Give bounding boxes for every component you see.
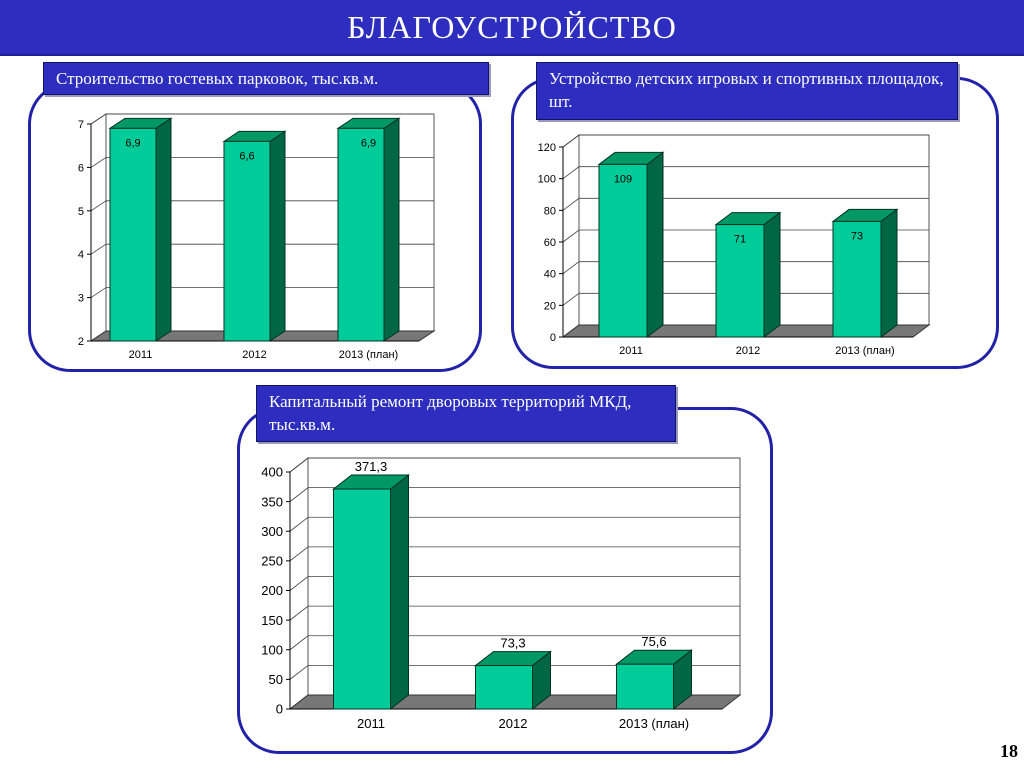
gridline bbox=[289, 664, 740, 680]
x-tick-label: 2011 bbox=[129, 349, 153, 361]
gridline bbox=[289, 605, 740, 621]
y-tick-label: 40 bbox=[544, 269, 556, 281]
chart-title-parking: Строительство гостевых парковок, тыс.кв.… bbox=[43, 62, 489, 95]
gridline bbox=[289, 576, 740, 591]
chart-yards: 0 50 100 150 200 250 300 350 400 371,3 2011 73,3 201… bbox=[261, 456, 742, 731]
bar-2011: 371,3 bbox=[332, 459, 410, 711]
bar-side bbox=[646, 151, 664, 338]
data-label: 73 bbox=[851, 230, 863, 242]
bar-side bbox=[155, 117, 172, 342]
y-tick-label: 150 bbox=[261, 613, 283, 628]
y-tick-label: 100 bbox=[261, 642, 283, 657]
data-label: 73,3 bbox=[500, 636, 525, 651]
plot-side-wall bbox=[90, 113, 107, 342]
data-label: 6,9 bbox=[361, 137, 376, 149]
y-tick-label: 5 bbox=[78, 206, 84, 218]
gridline bbox=[90, 156, 434, 168]
bar-front bbox=[223, 140, 271, 342]
chart-parking: 2 3 4 5 6 7 6,9 2011 6,6 2012 6,9 2013 (план) bbox=[78, 113, 436, 361]
bar-2012: 73,3 bbox=[474, 636, 552, 711]
title-bar: БЛАГОУСТРОЙСТВО bbox=[0, 0, 1024, 56]
bar-front bbox=[715, 224, 765, 338]
y-tick-label: 400 bbox=[261, 465, 283, 480]
bar-2012: 6,6 bbox=[222, 130, 287, 342]
gridline bbox=[289, 546, 740, 562]
y-tick-label: 4 bbox=[78, 249, 84, 261]
bar-front bbox=[333, 488, 391, 710]
data-label: 75,6 bbox=[641, 634, 666, 649]
y-tick-label: 250 bbox=[261, 554, 283, 569]
y-tick-label: 0 bbox=[550, 332, 556, 344]
x-tick-label: 2011 bbox=[357, 716, 385, 731]
x-tick-label: 2013 (план) bbox=[339, 349, 398, 361]
x-tick-label: 2012 bbox=[242, 349, 266, 361]
y-tick-label: 0 bbox=[276, 702, 283, 717]
gridline bbox=[562, 197, 929, 211]
bar-side bbox=[390, 473, 409, 711]
gridline bbox=[289, 457, 740, 473]
x-tick-label: 2011 bbox=[619, 345, 643, 357]
y-tick-label: 80 bbox=[544, 205, 556, 217]
gridline bbox=[562, 134, 929, 148]
bar-front bbox=[475, 665, 533, 710]
gridline bbox=[562, 292, 929, 306]
gridline bbox=[289, 516, 740, 532]
gridline bbox=[90, 113, 434, 125]
bar-front bbox=[109, 127, 157, 342]
x-tick-label: 2012 bbox=[499, 716, 528, 731]
y-tick-label: 60 bbox=[544, 237, 556, 249]
y-tick-label: 20 bbox=[544, 300, 556, 312]
x-tick-label: 2012 bbox=[736, 345, 760, 357]
data-label: 109 bbox=[614, 173, 632, 185]
y-tick-label: 6 bbox=[78, 162, 84, 174]
gridline bbox=[562, 229, 929, 243]
chart-title-playgrounds: Устройство детских игровых и спортивных … bbox=[536, 62, 958, 120]
y-tick-label: 100 bbox=[538, 174, 556, 186]
bar-side bbox=[763, 211, 781, 338]
bar-side bbox=[269, 130, 286, 342]
data-label: 71 bbox=[734, 234, 746, 246]
data-label: 371,3 bbox=[355, 459, 388, 474]
gridline bbox=[90, 200, 434, 212]
chart-title-yards: Капитальный ремонт дворовых территорий М… bbox=[256, 385, 676, 442]
y-tick-label: 3 bbox=[78, 293, 84, 305]
data-label: 6,6 bbox=[239, 150, 254, 162]
gridline bbox=[289, 635, 740, 651]
gridline bbox=[289, 487, 740, 502]
bar-front bbox=[598, 163, 648, 338]
y-tick-label: 7 bbox=[78, 119, 84, 131]
bar-side bbox=[880, 208, 898, 338]
bar-front bbox=[337, 127, 385, 342]
y-tick-label: 50 bbox=[269, 672, 283, 687]
bar-2012: 71 bbox=[714, 211, 782, 338]
bar-2013 (план): 75,6 bbox=[615, 634, 693, 711]
bar-2013 (план): 6,9 bbox=[336, 117, 401, 342]
gridline bbox=[562, 166, 929, 179]
x-tick-label: 2013 (план) bbox=[619, 716, 689, 731]
y-tick-label: 200 bbox=[261, 583, 283, 598]
data-label: 6,9 bbox=[125, 137, 140, 149]
page-number: 18 bbox=[1000, 741, 1018, 761]
bar-front bbox=[832, 220, 882, 338]
bar-front bbox=[616, 663, 674, 710]
chart-playgrounds: 0 20 40 60 80 100 120 109 2011 71 2012 73 2013 (план… bbox=[538, 134, 931, 357]
gridline bbox=[562, 261, 929, 274]
bar-2011: 6,9 bbox=[108, 117, 173, 342]
gridline bbox=[90, 287, 434, 298]
y-tick-label: 120 bbox=[538, 142, 556, 154]
bar-2013 (план): 73 bbox=[831, 208, 899, 338]
y-tick-label: 300 bbox=[261, 524, 283, 539]
y-tick-label: 350 bbox=[261, 494, 283, 509]
page-title: БЛАГОУСТРОЙСТВО bbox=[347, 9, 677, 45]
bar-2011: 109 bbox=[597, 151, 665, 338]
bar-side bbox=[383, 117, 400, 342]
gridline bbox=[90, 243, 434, 255]
y-tick-label: 2 bbox=[78, 336, 84, 348]
x-tick-label: 2013 (план) bbox=[835, 345, 894, 357]
